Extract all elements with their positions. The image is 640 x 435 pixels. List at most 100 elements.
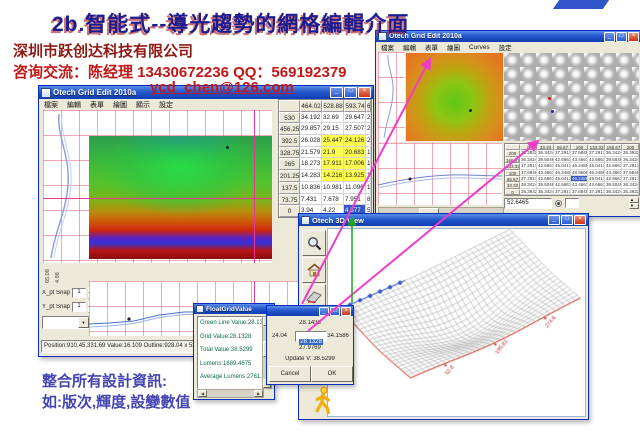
table-cell[interactable]: 45.0417 (554, 175, 571, 183)
table-row-header[interactable]: 0 (279, 205, 300, 217)
minimize-button[interactable]: _ (330, 87, 343, 98)
table-cell[interactable]: 39.5046 (605, 156, 622, 164)
table-row-header[interactable]: 328.75 (279, 146, 300, 159)
table-row-header[interactable]: 456.25 (279, 123, 300, 136)
table-cell[interactable]: 32.69 (322, 111, 344, 124)
table-column-header[interactable]: 66.67 (554, 144, 571, 151)
table-cell[interactable]: 36.3424 (622, 182, 639, 189)
table-cell[interactable]: 1 (366, 146, 371, 159)
menu-item[interactable]: 表單 (90, 101, 104, 109)
table-cell[interactable]: 46.2486 (588, 169, 605, 176)
menu-item[interactable]: 設定 (498, 45, 512, 52)
table-cell[interactable]: 48.9506 (571, 169, 588, 176)
table-column-header[interactable]: 100 (571, 144, 588, 151)
table-cell[interactable]: 2 (366, 135, 371, 147)
table-row-header[interactable]: 392.5 (279, 135, 300, 147)
table-cell[interactable]: 21.9 (322, 146, 344, 159)
menu-item[interactable]: 編輯 (403, 45, 416, 52)
dot-pattern-panel[interactable] (504, 53, 639, 141)
close-button[interactable]: × (341, 306, 351, 316)
table-cell[interactable]: 20.683 (344, 146, 366, 159)
table-cell[interactable]: 42.6667 (537, 163, 554, 170)
table-cell[interactable]: 7.951 (344, 193, 366, 206)
table-cell[interactable]: 34.192 (300, 111, 322, 124)
table-row-header[interactable]: 265 (279, 158, 300, 171)
maximize-button[interactable]: □ (561, 215, 573, 225)
table-row-header[interactable]: 530 (279, 111, 300, 124)
table-cell[interactable]: 46.2486 (571, 163, 588, 170)
table-cell[interactable]: 1 (366, 170, 371, 182)
table-cell[interactable]: 42.6667 (605, 175, 622, 183)
table-cell[interactable]: 17.006 (344, 158, 366, 171)
table-cell[interactable]: 37.2917 (554, 150, 571, 157)
table-cell[interactable]: 14.283 (300, 170, 322, 182)
menu-item[interactable]: Curves (469, 43, 490, 51)
table-cell[interactable]: 43.4667 (571, 182, 588, 189)
table-cell[interactable]: 11.096 (344, 181, 366, 194)
menu-item[interactable]: 繪圖 (447, 45, 460, 52)
ok-button[interactable]: OK (311, 366, 353, 382)
scroll-right-icon[interactable]: ▶ (254, 390, 263, 397)
table-cell[interactable]: 26.028 (300, 135, 322, 147)
table-cell[interactable]: 25.447 (322, 135, 344, 147)
table-cell[interactable]: 42.6667 (554, 156, 571, 164)
table-cell[interactable]: 1 (366, 158, 371, 171)
table-cell[interactable]: 39.5046 (537, 156, 554, 164)
close-button[interactable]: × (628, 31, 639, 42)
table-cell[interactable]: 36.3424 (537, 150, 554, 157)
table-cell[interactable]: 42.6667 (588, 182, 605, 189)
horizontal-scrollbar[interactable]: ◀ ▶ (197, 389, 264, 398)
luminance-radial-map[interactable] (406, 53, 503, 141)
profile-strip[interactable] (378, 52, 405, 142)
table-cell[interactable]: 10.836 (300, 181, 322, 194)
option-box[interactable] (565, 198, 579, 208)
table-cell[interactable]: 37.6849 (571, 188, 588, 196)
table-column-header[interactable]: 166.67 (605, 144, 622, 151)
table-cell[interactable]: 17.911 (322, 158, 344, 171)
zoom-button[interactable] (302, 230, 326, 256)
section-chart[interactable] (377, 143, 503, 205)
grid-plot-area[interactable] (43, 110, 272, 263)
table-cell[interactable]: 39.5046 (605, 182, 622, 189)
list-item[interactable]: Grid Value:28.1328 (200, 333, 252, 340)
chevron-down-icon[interactable]: ▼ (78, 317, 89, 328)
close-button[interactable]: × (574, 215, 586, 225)
home-button[interactable] (302, 257, 326, 283)
maximize-button[interactable]: □ (344, 87, 357, 98)
table-cell[interactable]: 36.3424 (605, 150, 622, 157)
table-cell[interactable]: 36.3424 (605, 188, 622, 196)
table-cell[interactable]: 29.857 (300, 123, 322, 136)
table-cell[interactable]: 37.6849 (571, 150, 588, 157)
titlebar[interactable]: Otech Grid Edit 2010a _ □ × (376, 31, 640, 42)
table-cell[interactable]: 37.2917 (622, 175, 639, 183)
snap-x-input[interactable]: 1 (72, 288, 86, 298)
table-cell[interactable]: 42.6667 (588, 156, 605, 164)
spin-up-icon[interactable]: ▲ (629, 197, 639, 203)
table-column-header[interactable]: 133.33 (588, 144, 605, 151)
table-cell[interactable]: 42.6667 (554, 182, 571, 189)
table-cell[interactable]: 37.2917 (588, 188, 605, 196)
table-column-header[interactable] (279, 100, 300, 112)
table-cell[interactable]: 14.216 (322, 170, 344, 182)
scroll-left-icon[interactable]: ◀ (198, 390, 207, 397)
menu-item[interactable]: 檔案 (44, 101, 58, 109)
menu-item[interactable]: 設定 (159, 101, 173, 109)
table-cell[interactable]: 7.678 (322, 193, 344, 206)
table-cell[interactable]: 2 (366, 111, 371, 124)
table-cell[interactable]: 46.2486 (571, 175, 588, 183)
titlebar[interactable]: FloatGridValue (194, 304, 274, 314)
titlebar[interactable]: Otech 3D View _ □ × (299, 214, 588, 226)
table-cell[interactable]: 45.0417 (588, 175, 605, 183)
table-cell[interactable]: 10.981 (322, 181, 344, 194)
spin-down-icon[interactable]: ▼ (629, 203, 639, 209)
value-list[interactable]: Green Line Value:28.1328 Grid Value:28.13… (197, 316, 263, 389)
table-cell[interactable]: 37.2917 (622, 163, 639, 170)
table-cell[interactable]: 8 (366, 193, 371, 206)
table-cell[interactable]: 35.3932 (622, 150, 639, 157)
table-column-header[interactable]: 464.02 (300, 100, 322, 112)
table-cell[interactable]: 37.2917 (588, 150, 605, 157)
minimize-button[interactable]: _ (319, 306, 329, 316)
table-cell[interactable]: 42.6667 (605, 163, 622, 170)
table-cell[interactable]: 39.5046 (537, 182, 554, 189)
table-cell[interactable]: 2 (366, 123, 371, 136)
